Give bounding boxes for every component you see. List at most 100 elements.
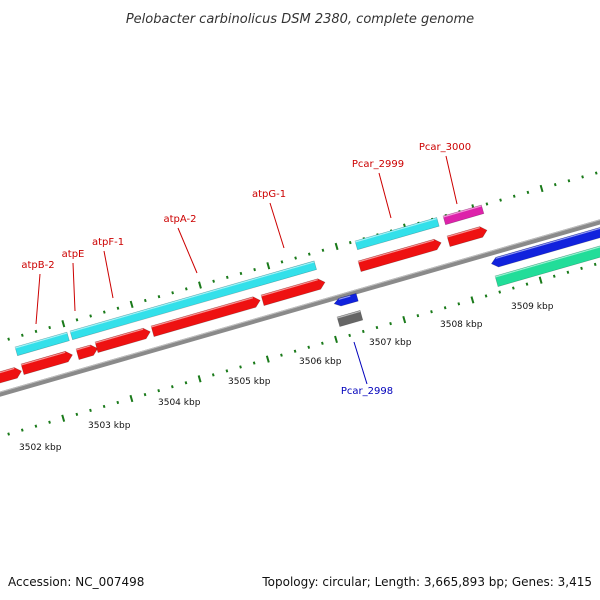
scale-tick <box>225 275 229 279</box>
gene-label: atpA-2 <box>164 214 197 225</box>
feature-red-shine <box>20 351 66 366</box>
scale-tick <box>443 306 447 310</box>
scale-tick <box>34 329 38 334</box>
scale-tick <box>143 392 147 397</box>
scale-tick <box>280 260 284 264</box>
scale-tick <box>580 266 583 270</box>
scale-tick <box>457 302 461 306</box>
scale-tick <box>566 270 570 274</box>
axis-tick-label: 3507 kbp <box>369 338 412 348</box>
scale-tick <box>593 262 597 267</box>
scale-tick <box>485 202 489 206</box>
scale-tick <box>334 335 338 343</box>
axis-tick-label: 3503 kbp <box>88 421 131 431</box>
gene-label: Pcar_2999 <box>352 159 404 170</box>
genome-summary-text: Topology: circular; Length: 3,665,893 bp… <box>261 575 592 589</box>
gene-callouts: atpB-2 atpE atpF-1 atpA-2 atpG-1 Pcar_2999 Pca… <box>21 142 471 397</box>
feature-red <box>446 226 488 247</box>
scale-tick <box>61 320 66 328</box>
scale-tick <box>212 279 215 283</box>
feature-cyan <box>14 331 70 357</box>
feature-blue-shine <box>338 295 351 300</box>
feature-blue-shine <box>495 227 600 259</box>
scale-tick <box>321 248 325 252</box>
feature-red-shine <box>446 227 480 238</box>
callout-line <box>269 202 285 249</box>
scale-tick <box>171 291 174 295</box>
scale-tick <box>512 194 516 198</box>
scale-tick <box>553 183 557 187</box>
scale-tick <box>184 381 188 385</box>
scale-tick <box>375 325 379 330</box>
feature-red <box>20 350 73 375</box>
scale-tick <box>538 276 543 284</box>
scale-tick <box>48 420 51 424</box>
scale-tick <box>239 271 243 276</box>
scale-tick <box>211 373 215 377</box>
scale-tick <box>348 240 352 245</box>
scale-tick <box>102 310 106 314</box>
feature-magenta <box>442 204 485 226</box>
upper-scale-ticks <box>7 171 598 341</box>
feature-red-shine <box>75 345 91 351</box>
scale-tick <box>389 321 392 326</box>
feature-cyan-shine <box>69 261 315 333</box>
scale-tick <box>499 198 502 202</box>
axis-tick-label: 3504 kbp <box>158 398 201 408</box>
scale-tick <box>430 310 433 314</box>
scale-tick <box>61 414 66 422</box>
callout-line <box>103 250 114 299</box>
scale-tick <box>334 242 339 251</box>
feature-red <box>150 296 261 337</box>
scale-tick <box>184 287 188 291</box>
gene-label: Pcar_2998 <box>341 386 393 397</box>
scale-tick <box>307 345 311 349</box>
feature-gray-shine <box>336 310 361 319</box>
scale-tick <box>143 298 147 303</box>
feature-red-shine <box>150 297 254 328</box>
scale-tick <box>567 179 571 183</box>
scale-tick <box>7 337 11 341</box>
genome-backbone <box>0 219 600 397</box>
scale-tick <box>48 325 52 330</box>
genome-backbone-highlight <box>0 219 600 393</box>
scale-tick <box>539 184 544 193</box>
gene-label: atpF-1 <box>92 237 124 248</box>
scale-tick <box>225 369 229 373</box>
scale-tick <box>20 428 24 432</box>
scale-tick <box>20 333 24 337</box>
callout-line <box>353 341 368 385</box>
scale-tick <box>581 175 584 179</box>
gene-label: atpB-2 <box>21 260 54 271</box>
axis-tick-labels: 3502 kbp 3503 kbp 3504 kbp 3505 kbp 3506 kbp… <box>19 302 554 453</box>
scale-tick <box>293 349 297 353</box>
scale-tick <box>34 424 38 428</box>
gene-label: atpE <box>62 249 85 260</box>
scale-tick <box>484 294 488 298</box>
feature-red <box>260 278 326 306</box>
scale-tick <box>197 375 202 383</box>
scale-tick <box>280 353 283 357</box>
scale-tick <box>348 333 352 338</box>
scale-tick <box>7 432 10 436</box>
scale-tick <box>498 290 502 294</box>
accession-text: Accession: NC_007498 <box>8 575 144 589</box>
scale-tick <box>198 281 202 289</box>
scale-tick <box>75 412 79 416</box>
scale-tick <box>116 306 120 310</box>
scale-tick <box>307 252 311 256</box>
scale-tick <box>129 394 134 403</box>
map-title: Pelobacter carbinolicus DSM 2380, comple… <box>126 12 474 27</box>
feature-red <box>357 238 442 272</box>
scale-tick <box>512 286 515 290</box>
gene-label: Pcar_3000 <box>419 142 471 153</box>
axis-tick-label: 3506 kbp <box>299 357 342 367</box>
feature-cyan <box>354 217 440 251</box>
gene-features <box>0 204 600 384</box>
callout-line <box>177 227 198 274</box>
feature-cyan-shine <box>354 217 437 243</box>
axis-tick-label: 3502 kbp <box>19 443 62 453</box>
scale-tick <box>402 315 407 324</box>
scale-tick <box>552 274 556 278</box>
